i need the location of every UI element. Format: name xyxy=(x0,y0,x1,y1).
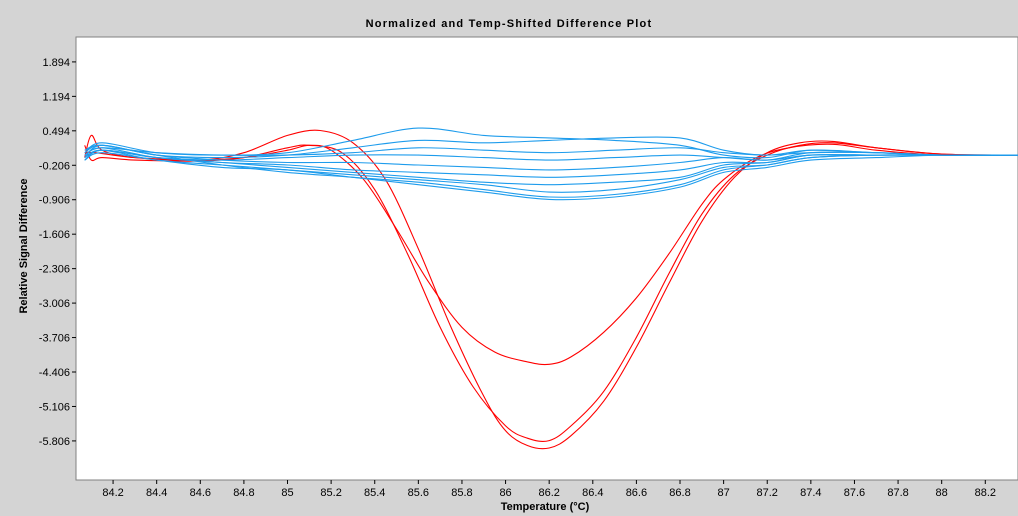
plot-area xyxy=(75,36,1018,481)
y-axis: 1.894 1.194 0.494 -0.206 -0.906 -1.606 -2.306 -… xyxy=(39,57,76,448)
x-tick-label: 87.6 xyxy=(844,487,865,499)
y-tick-label: -4.406 xyxy=(39,367,70,379)
y-tick-label: -3.706 xyxy=(39,333,70,345)
x-tick-label: 84.8 xyxy=(233,487,254,499)
y-tick-label: 1.894 xyxy=(42,57,70,69)
series-line-9 xyxy=(84,147,1018,186)
series-line-12 xyxy=(84,152,1018,201)
x-tick-label: 87 xyxy=(718,487,730,499)
x-tick-label: 88.2 xyxy=(975,487,996,499)
x-tick-label: 84.4 xyxy=(146,487,167,499)
y-tick-label: 0.494 xyxy=(42,126,70,138)
y-tick-label: -2.306 xyxy=(39,264,70,276)
x-tick-label: 86.8 xyxy=(669,487,690,499)
y-tick-label: -5.106 xyxy=(39,401,70,413)
y-tick-label: -0.906 xyxy=(39,195,70,207)
x-tick-label: 85.8 xyxy=(451,487,472,499)
series-line-2 xyxy=(84,143,1018,366)
x-tick-label: 85.4 xyxy=(364,487,385,499)
x-tick-label: 85.6 xyxy=(408,487,429,499)
chart-title: Normalized and Temp-Shifted Difference P… xyxy=(365,18,653,30)
x-tick-label: 86.6 xyxy=(626,487,647,499)
x-tick-label: 86.4 xyxy=(582,487,603,499)
x-tick-label: 87.2 xyxy=(757,487,778,499)
series-group xyxy=(84,127,1018,450)
series-line-7 xyxy=(84,144,1018,171)
y-tick-label: -3.006 xyxy=(39,298,70,310)
series-line-4 xyxy=(84,136,1018,159)
x-tick-label: 87.8 xyxy=(887,487,908,499)
series-line-11 xyxy=(84,144,1018,198)
y-tick-label: -5.806 xyxy=(39,436,70,448)
y-tick-label: -1.606 xyxy=(39,229,70,241)
y-tick-label: 1.194 xyxy=(42,91,70,103)
x-tick-label: 88 xyxy=(936,487,948,499)
x-tick-label: 84.2 xyxy=(102,487,123,499)
x-tick-label: 87.4 xyxy=(800,487,821,499)
y-tick-label: -0.206 xyxy=(39,160,70,172)
x-tick-label: 85.2 xyxy=(320,487,341,499)
x-tick-label: 86.2 xyxy=(538,487,559,499)
y-axis-label: Relative Signal Difference xyxy=(18,178,30,314)
x-axis-label: Temperature (°C) xyxy=(500,501,590,513)
x-axis: 84.2 84.4 84.6 84.8 85 85.2 85.4 85.6 85.8 86 86.2… xyxy=(102,480,996,499)
x-tick-label: 86 xyxy=(499,487,511,499)
x-tick-label: 84.6 xyxy=(190,487,211,499)
x-tick-label: 85 xyxy=(281,487,293,499)
